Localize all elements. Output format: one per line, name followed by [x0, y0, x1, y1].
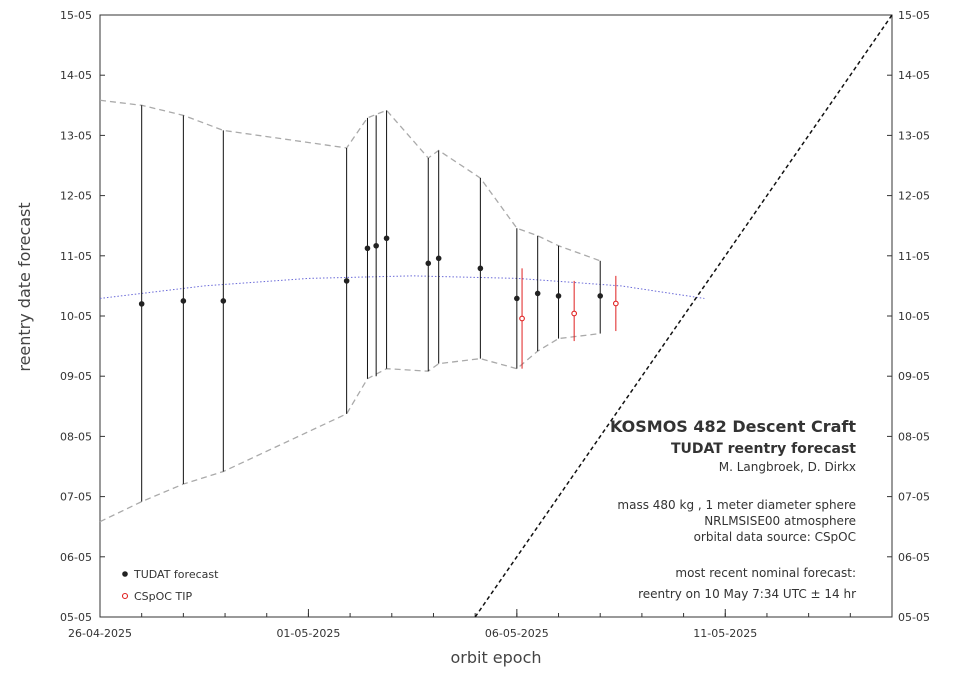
y-tick-label-right: 15-05 [898, 9, 930, 22]
y-tick-label-right: 06-05 [898, 551, 930, 564]
legend-cspoc-label: CSpOC TIP [134, 590, 192, 603]
y-tick-label-left: 07-05 [60, 491, 92, 504]
x-tick-label: 26-04-2025 [68, 627, 132, 640]
y-tick-label-left: 12-05 [60, 190, 92, 203]
legend: TUDAT forecast CSpOC TIP [121, 568, 219, 603]
cspoc-point [519, 315, 525, 322]
y-tick-label-left: 09-05 [60, 370, 92, 383]
tudat-point [373, 242, 379, 249]
legend-tudat-label: TUDAT forecast [133, 568, 219, 581]
tudat-point [514, 295, 520, 302]
envelope-upper [99, 99, 601, 262]
y-tick-label-left: 11-05 [60, 250, 92, 263]
tudat-point [597, 293, 604, 299]
annotation-title: KOSMOS 482 Descent Craft [610, 417, 856, 436]
y-tick-label-left: 13-05 [60, 129, 92, 142]
annotation-line1: mass 480 kg , 1 meter diameter sphere [617, 498, 856, 512]
uncertainty-envelope [99, 99, 601, 523]
trend-line [99, 275, 705, 299]
tudat-point [180, 298, 187, 304]
x-tick-label: 11-05-2025 [693, 627, 757, 640]
annotation-authors: M. Langbroek, D. Dirkx [719, 460, 856, 474]
y-tick-label-left: 14-05 [60, 69, 92, 82]
y-tick-label-right: 09-05 [898, 370, 930, 383]
y-tick-label-right: 14-05 [898, 69, 930, 82]
y-tick-label-right: 11-05 [898, 250, 930, 263]
y-tick-label-left: 10-05 [60, 310, 92, 323]
y-axis-title: reentry date forecast [15, 202, 34, 371]
tudat-point [220, 298, 227, 304]
annotation-line3: orbital data source: CSpOC [694, 530, 856, 544]
tudat-point [555, 293, 562, 299]
tudat-point [364, 245, 371, 252]
diagonal-line [474, 14, 893, 618]
cspoc-point [612, 300, 619, 307]
y-tick-label-right: 08-05 [898, 430, 930, 443]
envelope-lower [99, 332, 601, 523]
tudat-point [425, 260, 432, 267]
tudat-point [383, 235, 390, 242]
y-tick-label-right: 07-05 [898, 491, 930, 504]
y-tick-label-left: 08-05 [60, 430, 92, 443]
tudat-point [534, 290, 541, 297]
y-tick-label-right: 12-05 [898, 190, 930, 203]
y-tick-label-right: 10-05 [898, 310, 930, 323]
tudat-point [138, 301, 145, 307]
diagonal-reference-line [474, 14, 893, 618]
tudat-point [435, 255, 442, 262]
annotation-subtitle: TUDAT reentry forecast [671, 441, 856, 457]
legend-tudat-marker [122, 571, 128, 577]
nominal-trend-line [99, 275, 705, 299]
annotation-line4: most recent nominal forecast: [675, 566, 856, 580]
cspoc-point [571, 310, 578, 317]
y-tick-label-right: 05-05 [898, 611, 930, 624]
y-tick-label-left: 06-05 [60, 551, 92, 564]
tudat-series [138, 105, 604, 502]
legend-cspoc-marker [121, 592, 129, 600]
tudat-point [343, 278, 350, 284]
annotation-line5: reentry on 10 May 7:34 UTC ± 14 hr [638, 587, 856, 601]
y-tick-label-left: 05-05 [60, 611, 92, 624]
y-tick-label-left: 15-05 [60, 9, 92, 22]
annotation-block: KOSMOS 482 Descent Craft TUDAT reentry f… [610, 417, 856, 601]
cspoc-series [519, 268, 619, 369]
y-tick-label-right: 13-05 [898, 129, 930, 142]
tick-labels: 05-05 05-05 06-05 06-05 07-05 07-05 08-05 08-05… [60, 9, 930, 640]
tudat-point [477, 265, 484, 272]
x-tick-label: 01-05-2025 [276, 627, 340, 640]
x-axis-title: orbit epoch [450, 648, 541, 667]
axis-ticks [99, 14, 893, 618]
x-tick-label: 06-05-2025 [485, 627, 549, 640]
annotation-line2: NRLMSISE00 atmosphere [704, 514, 856, 528]
